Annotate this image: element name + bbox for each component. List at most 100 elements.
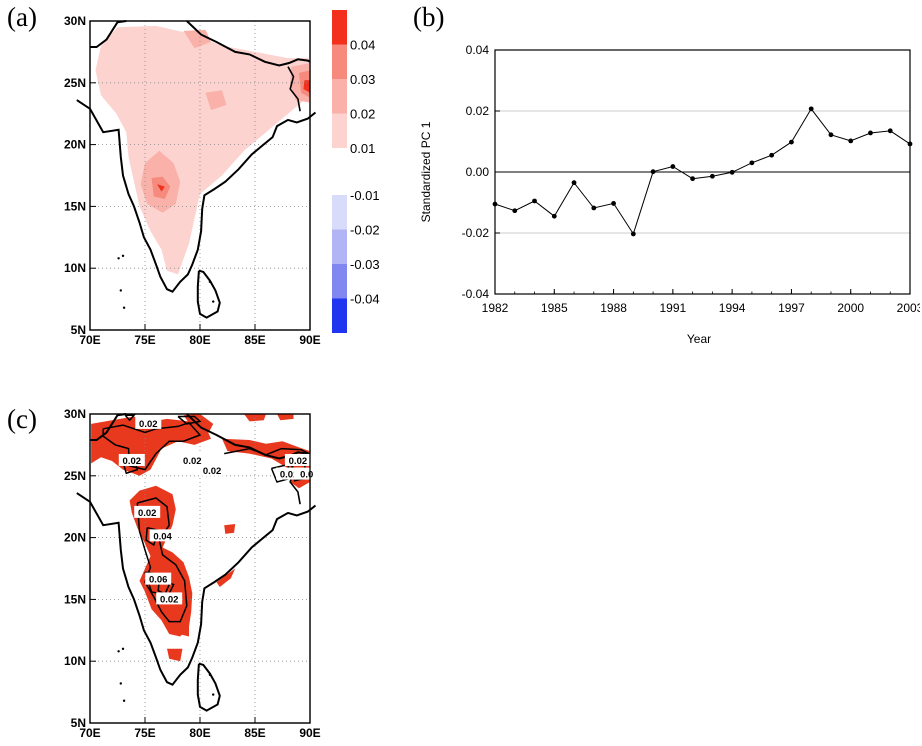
- island-dot: [208, 280, 212, 283]
- data-point: [789, 139, 794, 145]
- contour-label-bg: [135, 416, 162, 429]
- map-a-axes: 70E 75E 80E 85E 90E 5N 10N 15N 20N 25N 30N: [64, 14, 321, 347]
- island-dot: [121, 647, 125, 651]
- x-tick-label: 1982: [482, 301, 509, 315]
- y-tick-label: 0.02: [466, 104, 490, 118]
- x-tick-label: 1997: [778, 301, 805, 315]
- contour-label: 0.0: [300, 470, 313, 481]
- colorbar-box-pos-1: [332, 44, 347, 79]
- contour-label-bg: [118, 453, 145, 466]
- map-a-shading: [95, 25, 310, 275]
- contour-line-10: [124, 414, 136, 422]
- colorbar-tick-label: 0.02: [350, 107, 375, 122]
- shading-patch-4: [277, 414, 294, 421]
- contour-label-bg: [134, 505, 161, 518]
- contour-label: 0.02: [203, 466, 222, 477]
- shading-patch-6: [167, 648, 183, 662]
- x-tick-label: 1994: [719, 301, 746, 315]
- panel-label-c: (c): [7, 404, 37, 434]
- map-c-gridlines: [90, 414, 310, 723]
- map-a: 70E 75E 80E 85E 90E 5N 10N 15N 20N 25N 30N: [64, 14, 321, 347]
- coastline-srilanka: [196, 269, 221, 319]
- shading-patch-9: [224, 524, 236, 534]
- map-c-contour-labels: 0.020.02 0.020.020.020.020.020.040.060.02…: [118, 416, 320, 605]
- colorbar-tick-label: -0.03: [350, 257, 380, 272]
- data-point: [887, 128, 893, 134]
- line-chart-series: [492, 106, 913, 237]
- contour-label-bg: [149, 529, 176, 542]
- colorbar-boxes: [332, 10, 347, 333]
- data-point: [571, 180, 577, 186]
- x-tick-label: 80E: [189, 333, 210, 347]
- data-point: [611, 201, 616, 206]
- y-tick-label: 30N: [64, 14, 86, 28]
- map-a-gridlines: [90, 21, 310, 330]
- shading-patch-4: [205, 90, 227, 110]
- data-point: [630, 231, 636, 237]
- x-tick-label: 70E: [79, 333, 100, 347]
- island-dot: [212, 693, 215, 696]
- shading-patch-7: [172, 611, 189, 637]
- shading-patch-8: [216, 568, 236, 587]
- data-point: [690, 176, 696, 182]
- border-bangladesh: [287, 66, 301, 112]
- x-tick-label: 90E: [299, 726, 320, 740]
- x-tick-label: 85E: [244, 726, 265, 740]
- contour-label-bg: [199, 463, 226, 476]
- island-dot: [208, 673, 212, 676]
- y-tick-label: 0.00: [466, 165, 490, 179]
- shading-patch-0: [95, 25, 310, 275]
- contour-label-bg: [156, 592, 183, 605]
- y-tick-label: 30N: [64, 407, 86, 421]
- x-tick-label: 70E: [79, 726, 100, 740]
- island-dot: [121, 254, 125, 258]
- map-c-axes: 70E 75E 80E 85E 90E 5N 10N 15N 20N 25N 30N: [64, 407, 321, 740]
- data-point: [808, 106, 814, 112]
- line-chart-gridlines: [495, 110, 910, 234]
- series-line: [494, 108, 911, 236]
- colorbar-tick-label: 0.01: [350, 141, 375, 156]
- map-frame: [89, 20, 311, 331]
- panel-label-b: (b): [413, 2, 445, 32]
- island-dot: [117, 650, 120, 653]
- contour-label-bg: [293, 467, 320, 480]
- island-dot: [122, 699, 126, 702]
- x-tick-label: 75E: [134, 726, 155, 740]
- x-tick-label: 2000: [837, 301, 864, 315]
- plot-frame: [494, 49, 911, 295]
- border-northwest: [90, 413, 127, 441]
- colorbar-tick-label: 0.04: [350, 38, 375, 53]
- data-point: [512, 208, 518, 214]
- data-point: [650, 169, 656, 175]
- x-tick-label: 1988: [600, 301, 627, 315]
- contour-label: 0.02: [289, 456, 308, 467]
- colorbar-tick-label: -0.01: [350, 188, 380, 203]
- data-point: [769, 152, 775, 158]
- contour-label: 0.02: [138, 508, 157, 519]
- data-point: [532, 198, 537, 204]
- colorbar-tick-label: -0.02: [350, 223, 380, 238]
- contour-line-0: [102, 421, 202, 471]
- coastline-india: [76, 99, 317, 293]
- x-tick-label: 2003: [897, 301, 920, 315]
- island-dot: [119, 289, 123, 292]
- contour-label: 0.02: [160, 594, 179, 605]
- contour-label: 0.02: [139, 419, 158, 430]
- island-dot: [119, 682, 123, 685]
- data-point: [709, 173, 715, 179]
- y-tick-label: 15N: [64, 199, 86, 213]
- y-tick-label: 10N: [64, 654, 86, 668]
- island-dot: [117, 257, 120, 260]
- colorbar-box-pos-0: [332, 10, 347, 45]
- contour-label: 0.02: [280, 470, 299, 481]
- data-point: [907, 141, 913, 147]
- contour-line-5: [136, 497, 188, 623]
- contour-label: 0.04: [153, 531, 172, 542]
- data-point: [670, 164, 676, 169]
- data-point: [551, 213, 557, 219]
- map-c: 0.020.02 0.020.020.020.020.020.040.060.02…: [64, 407, 321, 740]
- contour-line-2: [224, 447, 310, 456]
- y-tick-label: 20N: [64, 138, 86, 152]
